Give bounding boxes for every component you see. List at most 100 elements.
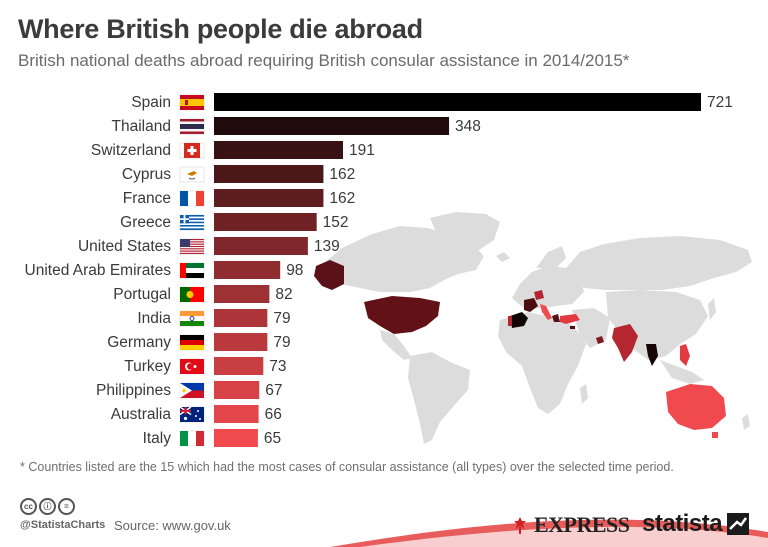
map-spain-portugal: [510, 312, 528, 328]
category-label-australia: Australia: [111, 406, 172, 423]
map-germany: [534, 290, 544, 300]
bar-switzerland: [214, 141, 344, 159]
bar-cyprus: [214, 165, 324, 183]
attribution-icon: ⓘ: [39, 498, 56, 515]
flag-italy-icon: [179, 430, 205, 447]
value-label-philippines: 67: [265, 382, 282, 399]
value-label-italy: 65: [264, 430, 281, 447]
map-cyprus: [570, 326, 575, 329]
flag-india-icon: [179, 310, 205, 327]
flag-philippines-icon: [179, 382, 205, 399]
category-label-spain: Spain: [131, 94, 171, 111]
map-iceland: [496, 252, 510, 262]
map-italy: [540, 304, 552, 320]
category-label-united-states: United States: [78, 238, 171, 255]
map-alaska: [314, 260, 344, 290]
value-label-india: 79: [273, 310, 290, 327]
flag-germany-icon: [179, 334, 205, 351]
bar-italy: [214, 429, 258, 447]
map-united-states: [364, 296, 440, 334]
map-india: [612, 324, 638, 362]
category-label-portugal: Portugal: [113, 286, 171, 303]
category-label-philippines: Philippines: [96, 382, 171, 399]
value-label-united-arab-emirates: 98: [286, 262, 303, 279]
map-greenland: [430, 212, 500, 252]
map-madagascar: [580, 384, 588, 404]
category-label-switzerland: Switzerland: [91, 142, 171, 159]
statista-handle: @StatistaCharts: [20, 519, 106, 531]
category-label-cyprus: Cyprus: [122, 166, 171, 183]
category-label-germany: Germany: [107, 334, 171, 351]
map-canada: [318, 226, 484, 292]
map-russia: [566, 236, 752, 290]
bar-france: [214, 189, 324, 207]
creative-commons-icon: cc: [20, 498, 37, 515]
flag-turkey-icon: [179, 358, 205, 375]
value-label-cyprus: 162: [329, 166, 355, 183]
bar-united-arab-emirates: [214, 261, 281, 279]
value-label-thailand: 348: [455, 118, 481, 135]
bar-thailand: [214, 117, 450, 135]
category-label-france: France: [123, 190, 171, 207]
flag-thailand-icon: [179, 118, 205, 135]
map-france: [524, 298, 538, 312]
map-japan: [708, 298, 716, 320]
map-se-asia: [660, 360, 704, 384]
express-wordmark: EXPRESS: [534, 512, 630, 537]
statista-logo: statista: [642, 510, 750, 538]
map-central-america: [380, 330, 412, 360]
bar-united-states: [214, 237, 308, 255]
map-thailand: [646, 344, 658, 366]
value-label-greece: 152: [323, 214, 349, 231]
map-africa: [498, 312, 586, 414]
flag-australia-icon: [179, 406, 205, 423]
map-scandinavia: [536, 246, 566, 268]
flag-spain-icon: [179, 94, 205, 111]
no-derivatives-icon: =: [58, 498, 75, 515]
flag-switzerland-icon: [179, 142, 205, 159]
map-tasmania: [712, 432, 718, 438]
value-label-germany: 79: [273, 334, 290, 351]
map-australia: [666, 384, 726, 430]
map-greece: [552, 314, 560, 322]
crusader-icon: [514, 517, 526, 534]
bar-germany: [214, 333, 268, 351]
flag-france-icon: [179, 190, 205, 207]
value-label-united-states: 139: [314, 238, 340, 255]
express-logo: EXPRESS: [510, 512, 630, 538]
page-subtitle: British national deaths abroad requiring…: [18, 51, 630, 70]
bar-portugal: [214, 285, 270, 303]
map-new-zealand: [742, 414, 750, 430]
value-label-portugal: 82: [275, 286, 292, 303]
value-label-turkey: 73: [269, 358, 286, 375]
value-label-australia: 66: [265, 406, 282, 423]
flag-united-states-icon: [179, 238, 205, 255]
value-label-france: 162: [329, 190, 355, 207]
map-uae: [596, 336, 604, 344]
flag-portugal-icon: [179, 286, 205, 303]
bar-philippines: [214, 381, 260, 399]
statista-mark-icon: [727, 513, 750, 535]
map-south-america: [408, 352, 470, 444]
bar-india: [214, 309, 268, 327]
statista-wordmark: statista: [642, 510, 723, 537]
value-label-spain: 721: [707, 94, 733, 111]
bar-spain: [214, 93, 701, 111]
value-label-switzerland: 191: [349, 142, 375, 159]
category-label-thailand: Thailand: [112, 118, 171, 135]
bar-chart: Spain 721 Thailand 348 Switzerland 191 Cyprus 1…: [25, 93, 733, 447]
map-portugal: [508, 316, 512, 326]
category-label-italy: Italy: [143, 430, 172, 447]
bar-australia: [214, 405, 259, 423]
flag-uae-icon: [179, 262, 205, 279]
category-label-india: India: [137, 310, 171, 327]
source-text: Source: www.gov.uk: [114, 518, 231, 533]
bar-greece: [214, 213, 317, 231]
category-label-greece: Greece: [120, 214, 171, 231]
map-turkey: [560, 314, 580, 324]
flag-greece-icon: [179, 214, 205, 231]
category-label-turkey: Turkey: [124, 358, 171, 375]
map-philippines: [680, 344, 690, 366]
